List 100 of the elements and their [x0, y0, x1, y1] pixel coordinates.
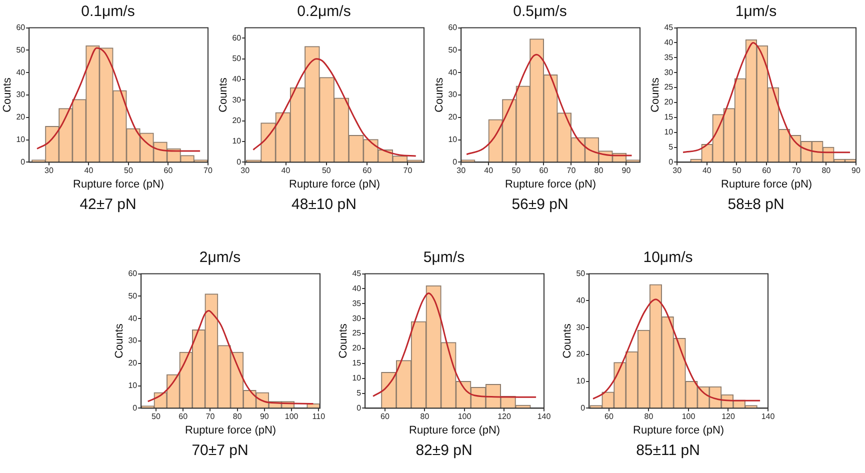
y-tick-label: 10: [128, 381, 138, 390]
y-tick-label: 30: [16, 90, 26, 100]
text: 42±7 pN: [78, 196, 138, 213]
x-tick-label: 60: [539, 166, 549, 176]
y-tick-label: 35: [664, 52, 674, 62]
x-tick-label: 120: [722, 412, 736, 422]
y-tick-label: 25: [352, 328, 362, 338]
x-tick-label: 30: [456, 166, 466, 176]
x-tick-label: 30: [240, 166, 250, 176]
y-tick-label: 50: [232, 54, 242, 64]
y-tick-label: 50: [16, 45, 26, 54]
y-tick-label: 0: [236, 157, 242, 166]
y-tick-label: 15: [664, 112, 674, 122]
x-tick-label: 60: [362, 166, 372, 176]
y-axis-title: Counts: [218, 77, 230, 112]
x-tick-label: 40: [84, 166, 94, 176]
y-tick-label: 20: [448, 112, 458, 122]
y-tick-label: 20: [576, 350, 586, 359]
chart-title: 10μm/s: [642, 248, 694, 268]
x-tick-label: 140: [537, 412, 552, 422]
y-tick-label: 20: [352, 344, 362, 353]
text: 58±8 pN: [726, 196, 786, 213]
y-tick-label: 30: [664, 68, 674, 77]
x-tick-label: 40: [484, 166, 494, 176]
x-tick-label: 70: [566, 166, 576, 176]
y-tick-label: 20: [232, 116, 242, 126]
x-tick-label: 40: [702, 166, 712, 176]
x-axis-title: Rupture force (pN): [73, 178, 164, 190]
x-tick-label: 60: [380, 412, 390, 422]
x-tick-label: 90: [622, 166, 632, 176]
y-tick-label: 10: [576, 376, 586, 386]
chart-title: 2μm/s: [198, 248, 242, 268]
y-tick-label: 40: [576, 296, 586, 305]
y-tick-label: 30: [448, 90, 458, 100]
x-axis-title: Rupture force (pN): [505, 178, 596, 190]
y-axis-title: Counts: [338, 323, 350, 358]
x-tick-label: 70: [204, 166, 213, 176]
text: 48±10 pN: [290, 196, 358, 213]
x-tick-label: 100: [682, 412, 696, 422]
x-axis-title: Rupture force (pN): [289, 178, 380, 190]
y-tick-label: 40: [448, 68, 458, 77]
text: 85±11 pN: [635, 442, 701, 459]
x-tick-label: 70: [403, 166, 413, 176]
y-tick-label: 0: [580, 403, 586, 412]
x-tick-label: 140: [761, 412, 776, 422]
y-tick-label: 40: [664, 38, 674, 47]
y-axis-title: Counts: [2, 77, 14, 112]
y-tick-label: 15: [352, 358, 362, 368]
x-tick-label: 70: [206, 412, 216, 422]
text: 56±9 pN: [510, 196, 570, 213]
x-tick-label: 50: [732, 166, 742, 176]
y-tick-label: 40: [16, 68, 26, 77]
x-tick-label: 60: [604, 412, 614, 422]
y-tick-label: 40: [232, 74, 242, 84]
y-tick-label: 50: [448, 45, 458, 54]
y-tick-label: 60: [448, 23, 458, 32]
y-tick-label: 10: [448, 135, 458, 144]
x-tick-label: 60: [178, 412, 188, 422]
x-tick-label: 50: [152, 412, 162, 422]
x-tick-label: 120: [498, 412, 512, 422]
x-tick-label: 40: [281, 166, 291, 176]
x-tick-label: 50: [512, 166, 522, 176]
y-tick-label: 25: [664, 82, 674, 92]
y-tick-label: 0: [668, 157, 674, 166]
y-tick-label: 40: [128, 314, 138, 323]
x-tick-label: 80: [822, 166, 832, 176]
x-tick-label: 60: [762, 166, 772, 176]
chart-title: 0.5μm/s: [512, 2, 568, 22]
y-tick-label: 30: [232, 95, 242, 104]
x-tick-label: 100: [284, 412, 299, 422]
y-tick-label: 10: [232, 136, 242, 146]
chart-title: 5μm/s: [422, 248, 466, 268]
y-tick-label: 50: [128, 291, 138, 300]
x-axis-title: Rupture force (pN): [409, 424, 500, 436]
y-tick-label: 10: [352, 374, 362, 383]
y-tick-label: 30: [576, 322, 586, 332]
x-axis-title: Rupture force (pN): [721, 178, 812, 190]
text: 70±7 pN: [190, 442, 250, 459]
x-tick-label: 80: [232, 412, 242, 422]
x-axis-title: Rupture force (pN): [185, 424, 276, 436]
x-tick-label: 30: [44, 166, 54, 176]
y-tick-label: 0: [132, 403, 138, 412]
x-tick-label: 80: [594, 166, 604, 176]
chart-title: 0.1μm/s: [80, 2, 136, 22]
x-axis-title: Rupture force (pN): [633, 424, 724, 436]
y-tick-label: 20: [128, 358, 138, 368]
y-tick-label: 40: [352, 284, 362, 293]
y-tick-label: 45: [664, 23, 674, 32]
x-tick-label: 110: [312, 412, 326, 422]
y-axis-title: Counts: [114, 323, 126, 358]
y-tick-label: 60: [16, 23, 26, 32]
y-tick-label: 30: [352, 314, 362, 323]
y-tick-label: 10: [16, 135, 26, 144]
y-axis-title: Counts: [434, 77, 446, 112]
x-tick-label: 100: [458, 412, 472, 422]
x-tick-label: 80: [420, 412, 430, 422]
y-tick-label: 45: [352, 269, 362, 278]
y-tick-label: 60: [128, 269, 138, 278]
x-tick-label: 90: [852, 166, 861, 176]
y-tick-label: 0: [20, 157, 26, 166]
